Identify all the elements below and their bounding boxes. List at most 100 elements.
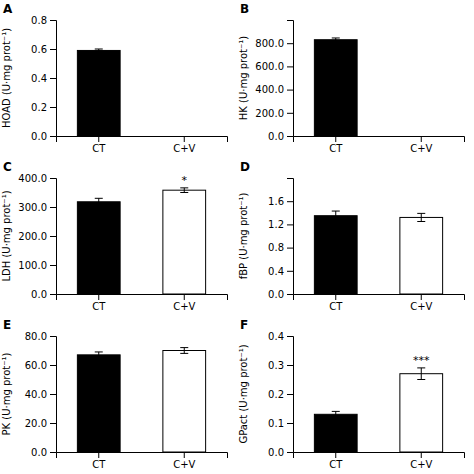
tick-label: CT [92,143,106,154]
error-cap [95,351,103,352]
x-tick: CT [92,294,106,312]
y-axis: 0.00.10.20.30.4 [268,331,293,458]
tick-mark [98,452,99,458]
y-tick: 0.4 [268,266,293,277]
y-axis-title: HK (U·mg prot⁻¹) [238,36,249,120]
error-line [184,188,185,193]
tick-mark [50,107,56,108]
bar [163,190,206,294]
bar [77,202,120,294]
tick-label: 0.0 [31,289,47,300]
x-tick: CT [92,452,106,470]
y-axis-title: PK (U·mg prot⁻¹) [1,352,12,435]
panel-label: E [3,318,11,332]
tick-mark [287,43,293,44]
tick-mark [287,271,293,272]
axis-line [57,295,228,301]
error-cap [180,353,188,354]
error-cap [332,211,340,212]
tick-label: C+V [410,459,432,470]
x-axis: CT C+V [294,136,465,154]
tick-label: 400.0 [255,84,284,95]
tick-label: C+V [173,143,195,154]
tick-mark [50,423,56,424]
tick-mark [50,49,56,50]
y-tick: 20.0 [25,418,56,429]
tick-mark [50,265,56,266]
plot-area [77,348,205,452]
y-tick: 0.1 [268,418,293,429]
bar [400,217,443,294]
error-cap [95,357,103,358]
panel-label: C [3,160,12,174]
y-tick: 0.4 [31,73,56,84]
error-cap [417,221,425,222]
tick-label: 80.0 [25,331,47,342]
tick-mark [421,452,422,458]
x-tick: C+V [410,136,432,154]
tick-label: 0.0 [31,131,47,142]
tick-mark [50,136,56,137]
bar [314,40,357,136]
axis-line [50,337,57,453]
figure: 0.00.20.40.60.8CTC+VHOAD (U·mg prot⁻¹)A0… [0,0,474,474]
error-bar [95,352,103,358]
error-cap [95,198,103,199]
y-tick: 40.0 [25,389,56,400]
y-tick: 1.2 [268,219,293,230]
x-tick: CT [329,136,343,154]
x-tick: C+V [173,136,195,154]
y-axis: 0.0200.0400.0600.0800.0 [255,21,293,142]
bar [314,414,357,452]
tick-mark [50,294,56,295]
error-cap [180,347,188,348]
annotation: *** [413,354,430,367]
error-line [335,38,336,41]
y-tick: 100.0 [18,260,56,271]
tick-label: 0.4 [268,331,284,342]
tick-label: 1.2 [268,219,284,230]
y-tick: 0.3 [268,360,293,371]
axis-line [294,295,465,301]
x-tick: CT [329,452,343,470]
y-tick: 0.2 [268,389,293,400]
tick-mark [287,90,293,91]
tick-mark [335,136,336,142]
tick-label: 100.0 [18,260,47,271]
tick-mark [50,178,56,179]
tick-mark [287,452,293,453]
axis-line [287,21,294,137]
panel: 0.00.20.40.60.8CTC+VHOAD (U·mg prot⁻¹)A [1,2,227,154]
x-axis: CTC+V [294,294,465,312]
tick-label: 0.3 [268,360,284,371]
tick-label: 400.0 [18,173,47,184]
y-tick: 0.8 [31,15,56,26]
error-cap [332,417,340,418]
y-tick: 0.0 [31,131,56,142]
error-line [98,198,99,205]
error-cap [95,51,103,52]
y-tick: 200.0 [18,231,56,242]
plot-area [77,188,205,294]
axis-line [287,337,294,453]
error-cap [95,205,103,206]
bar [77,355,120,452]
tick-mark [50,452,56,453]
tick-mark [50,78,56,79]
y-axis-title: GPact (U·mg prot⁻¹) [238,344,249,443]
x-axis: CT C+V [294,452,465,470]
tick-mark [50,336,56,337]
y-axis-title: fBP (U·mg prot⁻¹) [238,193,249,280]
tick-label: 0.8 [268,242,284,253]
panel: 0.0200.0400.0600.0800.0CTC+VHK (U·mg pro… [238,2,464,154]
tick-mark [287,365,293,366]
tick-mark [287,294,293,295]
tick-mark [98,294,99,300]
y-tick: 200.0 [255,108,293,119]
axis-line [287,179,294,295]
y-tick: 0.0 [268,289,293,300]
y-tick: 400.0 [18,173,56,184]
error-cap [332,220,340,221]
tick-mark [421,136,422,142]
tick-mark [335,452,336,458]
